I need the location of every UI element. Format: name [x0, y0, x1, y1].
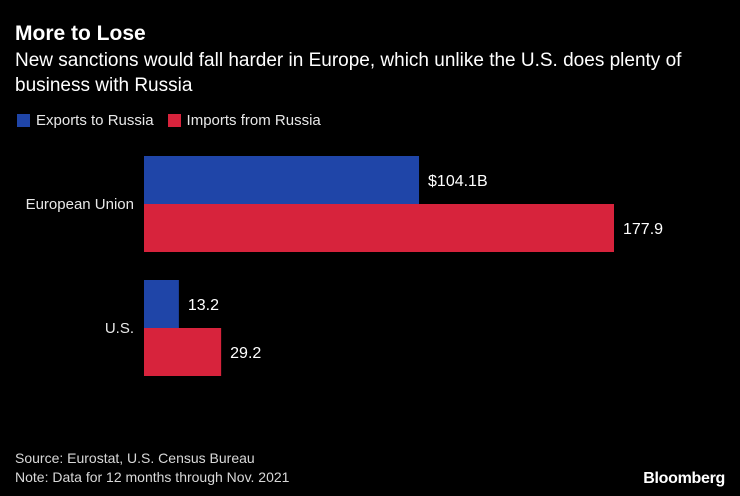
legend-label-exports: Exports to Russia [36, 112, 154, 129]
footer: Source: Eurostat, U.S. Census Bureau Not… [15, 449, 289, 487]
legend-item-exports: Exports to Russia [17, 112, 154, 129]
bar-exports [144, 280, 179, 328]
data-note: Note: Data for 12 months through Nov. 20… [15, 469, 290, 485]
bar-imports [144, 328, 222, 376]
chart-title: More to Lose [15, 22, 146, 45]
bar-exports [144, 156, 420, 204]
data-label: 177.9 [623, 221, 663, 238]
legend-item-imports: Imports from Russia [167, 112, 321, 129]
bar-chart: European Union $104.1B 177.9 U.S. 13.2 29.2 [26, 156, 663, 376]
bar-imports [144, 204, 614, 252]
data-label: 13.2 [188, 297, 219, 314]
legend: Exports to Russia Imports from Russia [17, 112, 335, 129]
legend-swatch-imports [167, 114, 181, 127]
data-label: $104.1B [428, 173, 488, 190]
source-note: Source: Eurostat, U.S. Census Bureau [15, 450, 255, 466]
category-label: U.S. [105, 320, 134, 337]
bloomberg-logo: Bloomberg [643, 470, 725, 487]
data-label: 29.2 [230, 345, 261, 362]
category-label: European Union [26, 196, 134, 213]
legend-swatch-exports [17, 114, 30, 127]
chart-subtitle: New sanctions would fall harder in Europ… [15, 50, 682, 96]
legend-label-imports: Imports from Russia [186, 112, 321, 129]
